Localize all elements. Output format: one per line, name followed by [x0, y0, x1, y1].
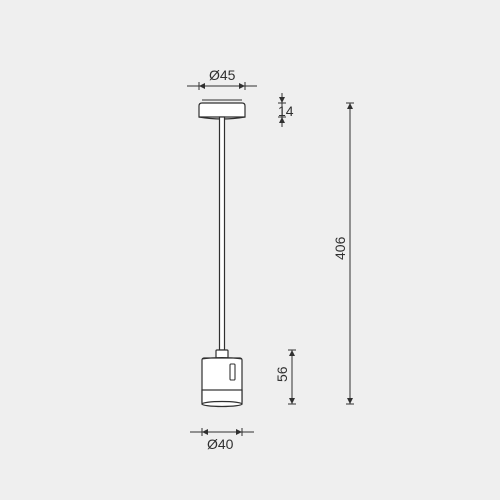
dim-total-height: 406 [332, 236, 348, 260]
technical-drawing: Ø45 Ø40 14 56 406 [0, 0, 500, 500]
dim-canopy-diameter: Ø45 [209, 67, 236, 83]
dim-body-height: 56 [274, 366, 290, 382]
dim-body-diameter: Ø40 [207, 436, 234, 452]
dim-canopy-height: 14 [278, 103, 294, 119]
